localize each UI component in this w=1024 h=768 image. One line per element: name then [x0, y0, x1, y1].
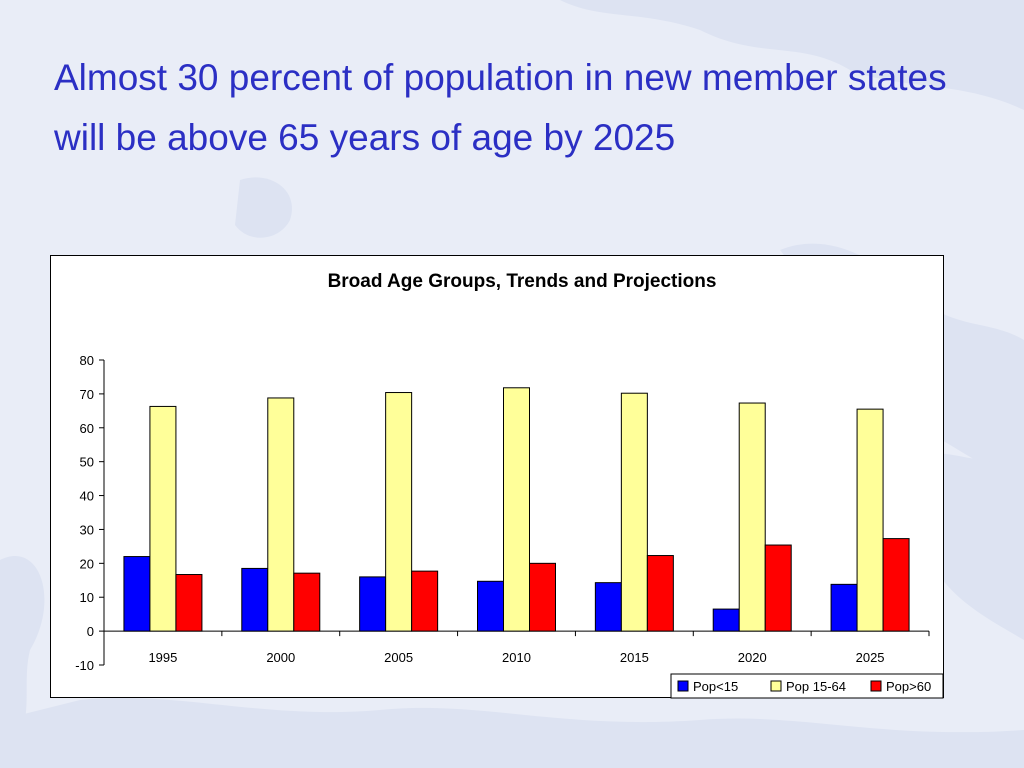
chart-frame: Broad Age Groups, Trends and Projections…	[50, 255, 944, 699]
legend-label: Pop<15	[693, 679, 738, 694]
y-tick-label: -10	[75, 658, 94, 673]
bar-pop-60-2005	[411, 570, 439, 632]
bar-pop-15-2015	[594, 582, 622, 632]
slide-title: Almost 30 percent of population in new m…	[54, 57, 947, 158]
bar-pop-15-64-2005	[385, 392, 413, 632]
bar-pop-15-2005	[359, 576, 387, 632]
y-tick-label: 50	[80, 455, 94, 470]
bar-pop-60-2015	[646, 555, 674, 632]
x-tick-label: 2025	[856, 650, 885, 665]
bar-chart: Broad Age Groups, Trends and Projections…	[75, 271, 944, 699]
bar-pop-15-64-2015	[620, 392, 648, 632]
bar-pop-60-2010	[529, 562, 556, 632]
legend-swatch	[677, 680, 689, 692]
x-tick-label: 2005	[384, 650, 413, 665]
x-tick-label: 2015	[620, 650, 649, 665]
bar-pop-15-1995	[123, 556, 151, 632]
x-tick-label: 1995	[148, 650, 177, 665]
bar-pop-15-2010	[477, 580, 504, 632]
bar-pop-15-64-2020	[738, 402, 766, 632]
y-tick-label: 10	[80, 590, 94, 605]
legend-label: Pop 15-64	[786, 679, 846, 694]
legend-swatch	[870, 680, 882, 692]
bar-pop-15-64-2010	[503, 387, 530, 632]
bar-pop-60-2000	[293, 572, 321, 632]
legend-label: Pop>60	[886, 679, 931, 694]
y-tick-label: 80	[80, 353, 94, 368]
y-tick-label: 30	[80, 522, 94, 537]
bar-pop-15-64-1995	[149, 405, 177, 632]
bar-pop-60-2025	[882, 538, 910, 632]
x-tick-label: 2020	[738, 650, 767, 665]
x-tick-label: 2010	[502, 650, 531, 665]
y-tick-label: 0	[87, 624, 94, 639]
x-tick-label: 2000	[266, 650, 295, 665]
y-tick-label: 40	[80, 489, 94, 504]
bar-pop-15-2000	[241, 567, 269, 632]
legend-swatch	[770, 680, 782, 692]
bar-pop-60-2020	[764, 544, 792, 632]
bar-pop-15-64-2000	[267, 397, 295, 632]
y-tick-label: 60	[80, 421, 94, 436]
chart-title: Broad Age Groups, Trends and Projections	[328, 271, 717, 292]
bar-pop-15-2025	[830, 583, 858, 632]
y-tick-label: 70	[80, 387, 94, 402]
bar-pop-15-64-2025	[856, 408, 884, 632]
legend-box	[670, 673, 944, 699]
y-tick-label: 20	[80, 556, 94, 571]
bar-pop-60-1995	[175, 574, 203, 632]
bar-pop-15-2020	[712, 608, 740, 632]
